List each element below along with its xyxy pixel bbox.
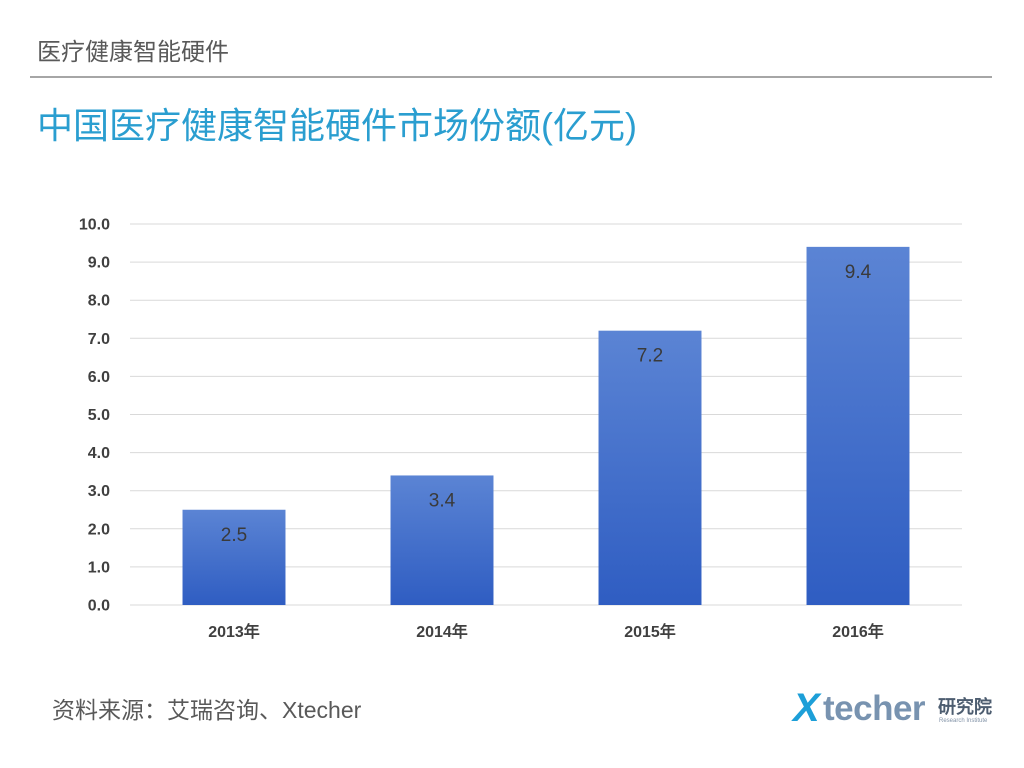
y-tick-label: 4.0 xyxy=(88,445,110,462)
logo-subtitle: Research Institute xyxy=(939,718,988,724)
x-tick-label: 2016年 xyxy=(832,622,884,641)
bar xyxy=(598,330,702,605)
bar xyxy=(806,246,910,606)
logo-chinese-name: 研究院 xyxy=(938,697,992,717)
section-title: 医疗健康智能硬件 xyxy=(37,39,229,66)
logo-mark: X xyxy=(793,686,820,730)
x-tick-label: 2013年 xyxy=(208,622,260,641)
data-label: 2.5 xyxy=(221,525,247,546)
bar-chart: 0.0 1.0 2.0 3.0 4.0 5.0 6.0 7.0 8.0 9.0 10.0 2.5 201… xyxy=(79,217,962,641)
logo-wordmark: techer xyxy=(823,689,926,728)
source-note: 资料来源：艾瑞咨询、Xtecher xyxy=(52,697,362,723)
y-tick-label: 7.0 xyxy=(88,331,110,348)
slide-title: 中国医疗健康智能硬件市场份额(亿元) xyxy=(37,105,637,146)
y-tick-label: 5.0 xyxy=(88,407,110,424)
y-tick-label: 6.0 xyxy=(88,369,110,386)
y-tick-label: 2.0 xyxy=(88,521,110,538)
bar xyxy=(390,475,494,605)
y-tick-label: 1.0 xyxy=(88,559,110,576)
x-tick-label: 2015年 xyxy=(624,622,676,641)
y-tick-label: 10.0 xyxy=(79,217,110,234)
data-label: 7.2 xyxy=(637,346,663,367)
data-label: 9.4 xyxy=(845,262,872,283)
y-tick-label: 9.0 xyxy=(88,255,110,272)
data-label: 3.4 xyxy=(429,490,456,511)
x-tick-label: 2014年 xyxy=(416,622,468,641)
y-tick-label: 0.0 xyxy=(88,598,110,615)
y-tick-label: 8.0 xyxy=(88,293,110,310)
header-divider xyxy=(30,76,992,78)
xtecher-logo: X techer 研究院 Research Institute xyxy=(793,688,998,728)
bar xyxy=(182,509,286,605)
y-tick-label: 3.0 xyxy=(88,483,110,500)
